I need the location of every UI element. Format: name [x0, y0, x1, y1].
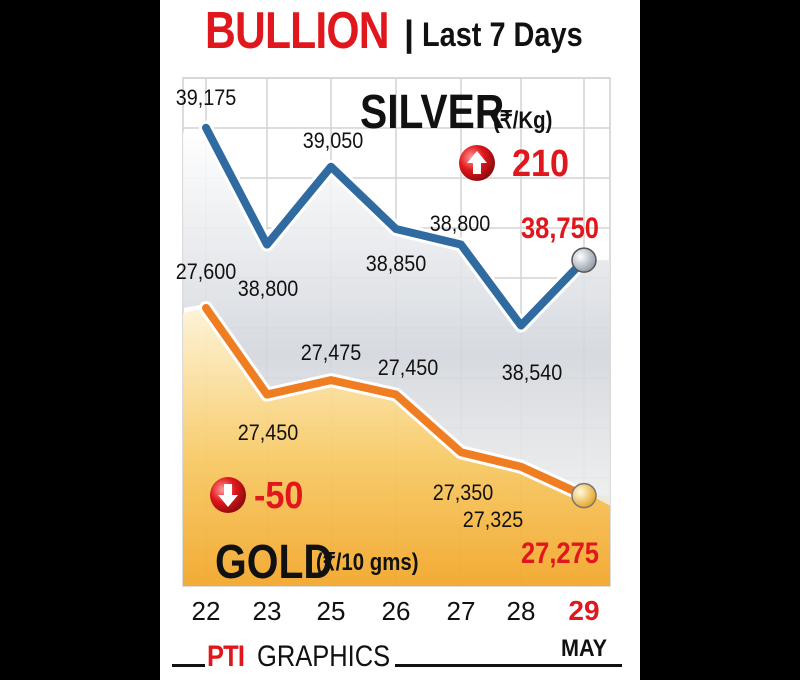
- x-tick-label-highlight: 29: [568, 595, 599, 626]
- gold-latest-value: 27,275: [521, 536, 599, 569]
- silver-series-name: SILVER: [360, 86, 504, 139]
- footer-rule: [172, 664, 622, 667]
- gold-change-value: -50: [254, 473, 303, 516]
- down-arrow-icon-glyph: [218, 484, 238, 507]
- silver-data-label: 38,800: [238, 277, 299, 301]
- silver-line: [202, 123, 588, 330]
- title-separator: |: [404, 13, 415, 54]
- footer-rule-gap: [205, 655, 395, 677]
- x-axis-month: MAY: [561, 634, 607, 661]
- silver-data-label: 38,540: [502, 361, 563, 385]
- x-tick-label: 23: [253, 596, 282, 626]
- chart-title: BULLION: [205, 2, 390, 60]
- silver-change-value: 210: [512, 141, 569, 184]
- silver-endpoint-marker: [571, 247, 597, 273]
- chart-x-axis: 22 23 25 26 27 28 29 MAY: [192, 595, 607, 661]
- x-tick-label: 22: [192, 596, 221, 626]
- chart-data-labels: 39,17538,80039,05038,85038,80038,54038,7…: [176, 86, 599, 569]
- footer-brand-suffix: GRAPHICS: [257, 640, 391, 673]
- x-tick-label: 25: [317, 596, 346, 626]
- gold-data-label: 27,475: [301, 341, 362, 365]
- gold-endpoint-marker: [571, 482, 597, 509]
- gold-data-label: 27,350: [433, 481, 494, 505]
- silver-latest-value: 38,750: [521, 211, 599, 244]
- gold-series-name: GOLD: [215, 536, 333, 589]
- silver-data-label: 38,850: [366, 252, 427, 276]
- chart-lines: [199, 120, 591, 503]
- gold-area: [183, 308, 610, 586]
- gold-data-label: 27,450: [238, 421, 299, 445]
- x-tick-label: 28: [507, 596, 536, 626]
- chart-endpoints: [571, 247, 597, 509]
- footer-brand-logo: PTI: [207, 640, 245, 673]
- gold-data-label: 27,600: [176, 260, 237, 284]
- silver-data-label: 38,800: [430, 212, 491, 236]
- chart-subtitle: Last 7 Days: [422, 16, 583, 54]
- x-tick-label: 26: [382, 596, 411, 626]
- chart-legend: SILVER(₹/Kg) 210 GOLD(₹/10 gms) -50: [210, 86, 569, 589]
- gold-data-label: 27,325: [463, 508, 524, 532]
- silver-data-label: 39,050: [303, 129, 364, 153]
- gold-line: [202, 304, 588, 500]
- silver-unit: (₹/Kg): [493, 106, 552, 133]
- gold-data-label: 27,450: [378, 356, 439, 380]
- gold-unit: (₹/10 gms): [316, 548, 419, 575]
- x-tick-label: 27: [447, 596, 476, 626]
- silver-data-label: 39,175: [176, 86, 237, 110]
- up-arrow-icon-glyph: [467, 151, 487, 174]
